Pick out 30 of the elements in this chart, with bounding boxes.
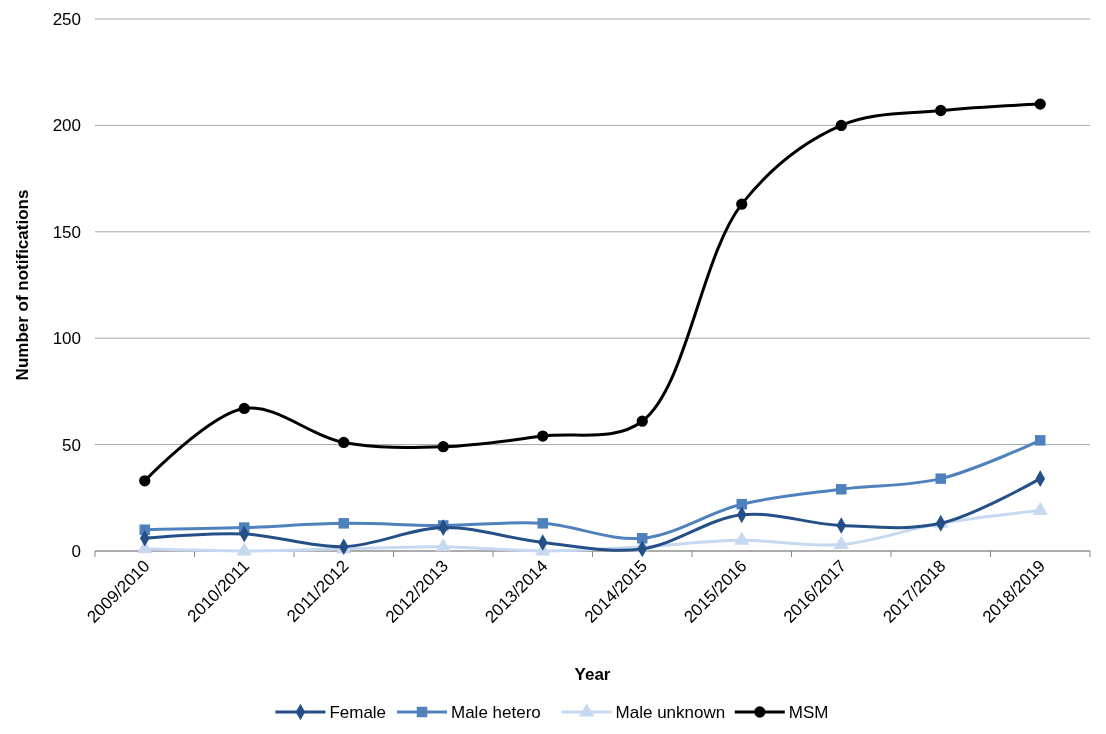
point: [338, 436, 350, 449]
point: [835, 119, 847, 132]
x-axis-title: Year: [574, 665, 611, 684]
point: [836, 484, 847, 495]
point: [537, 518, 548, 529]
point: [736, 198, 748, 210]
point: [1035, 435, 1046, 446]
point: [537, 430, 549, 442]
legend-label: MSM: [788, 703, 829, 722]
y-tick-label: 200: [52, 116, 81, 136]
point: [935, 104, 947, 117]
point: [734, 531, 750, 545]
legend-label: Male hetero: [451, 703, 541, 722]
point: [435, 537, 451, 552]
y-tick-label: 250: [52, 9, 81, 29]
point: [1034, 98, 1046, 110]
point: [636, 415, 648, 427]
y-tick-label: 100: [52, 329, 81, 349]
point: [935, 473, 946, 484]
legend-label: Male unknown: [615, 703, 726, 722]
point: [236, 542, 252, 556]
y-axis-title: Number of notifications: [13, 189, 32, 381]
y-tick-label: 0: [71, 541, 81, 561]
y-tick-label: 50: [62, 435, 81, 455]
legend-label: Female: [329, 703, 387, 722]
point: [338, 518, 349, 529]
point: [437, 441, 449, 453]
y-tick-label: 150: [52, 222, 81, 242]
point: [139, 475, 151, 487]
point: [238, 402, 250, 415]
